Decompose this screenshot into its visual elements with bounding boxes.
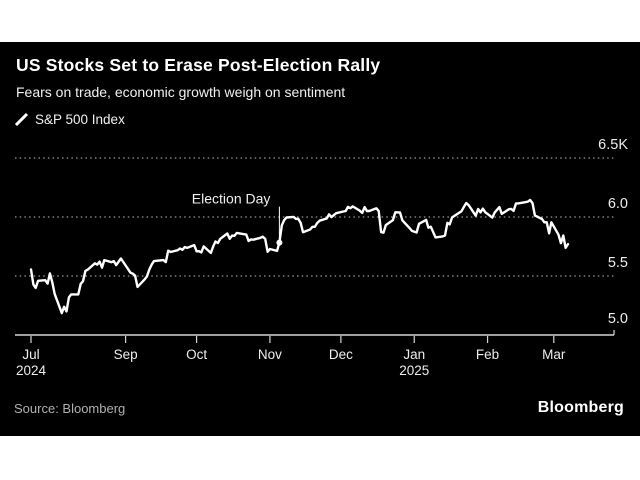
- svg-text:Jan: Jan: [403, 347, 425, 362]
- chart-card: [0, 42, 640, 436]
- svg-text:Mar: Mar: [542, 347, 566, 362]
- svg-text:2024: 2024: [16, 363, 47, 378]
- svg-text:Feb: Feb: [476, 347, 499, 362]
- svg-text:5.0: 5.0: [608, 311, 628, 327]
- chart-subtitle: Fears on trade, economic growth weigh on…: [16, 84, 346, 100]
- svg-text:6.5K: 6.5K: [598, 137, 628, 153]
- legend: S&P 500 Index: [14, 112, 125, 127]
- series-slash-icon: [14, 112, 29, 127]
- gridlines: [15, 157, 614, 277]
- election-day-marker: Election Day: [192, 191, 283, 246]
- source-attribution: Source: Bloomberg: [14, 401, 126, 416]
- sp500-series-line: [29, 198, 570, 315]
- svg-text:Jul: Jul: [22, 347, 39, 362]
- svg-text:Nov: Nov: [258, 347, 282, 362]
- bloomberg-logo: Bloomberg: [537, 399, 624, 416]
- chart-title: US Stocks Set to Erase Post-Election Ral…: [16, 55, 381, 75]
- svg-text:5.5: 5.5: [608, 255, 628, 271]
- legend-series-label: S&P 500 Index: [35, 112, 125, 127]
- y-axis-labels: 5.0 5.5 6.0 6.5K: [598, 137, 628, 327]
- election-day-label: Election Day: [192, 191, 271, 207]
- svg-text:Oct: Oct: [186, 347, 207, 362]
- svg-text:Dec: Dec: [329, 347, 353, 362]
- svg-text:6.0: 6.0: [608, 196, 628, 212]
- svg-text:2025: 2025: [399, 363, 429, 378]
- svg-text:Sep: Sep: [114, 347, 138, 362]
